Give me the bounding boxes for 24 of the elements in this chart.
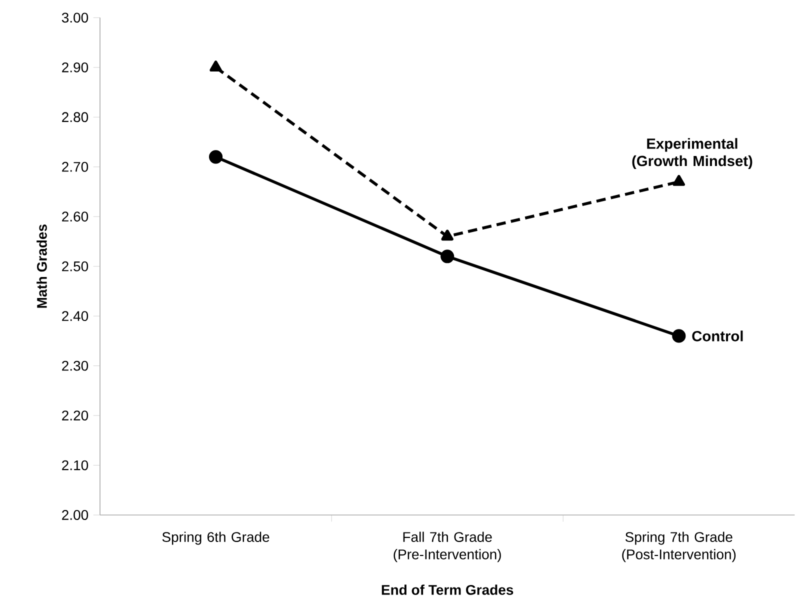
x-tick-label: Spring 7th Grade (Post-Intervention): [622, 532, 736, 562]
y-tick-label: 2.00: [62, 510, 88, 520]
y-tick-label: 2.60: [62, 212, 88, 222]
point: [440, 250, 454, 264]
point: [441, 230, 454, 241]
point: [208, 150, 223, 164]
y-tick-label: 2.90: [62, 62, 88, 72]
y-tick-label: 2.70: [62, 162, 88, 172]
point: [672, 174, 685, 186]
y-tick-label: 2.30: [62, 360, 88, 371]
y-tick-label: 3.00: [62, 12, 88, 23]
y-tick-label: 2.50: [62, 261, 88, 272]
point: [672, 329, 686, 343]
series-label: Experimental (Growth Mindset): [632, 138, 752, 170]
x-tick-label: Spring 6th Grade: [162, 532, 270, 545]
series-label: Control: [692, 330, 743, 342]
y-axis-title: Math Grades: [36, 224, 47, 308]
y-tick-label: 2.20: [62, 410, 88, 420]
point: [210, 60, 222, 72]
y-tick-label: 2.40: [62, 311, 88, 322]
x-tick-label: Fall 7th Grade (Pre-Intervention): [394, 532, 501, 562]
x-axis-title: End of Term Grades: [382, 584, 514, 595]
y-tick-label: 2.80: [62, 112, 88, 122]
y-tick-label: 2.10: [62, 460, 88, 470]
